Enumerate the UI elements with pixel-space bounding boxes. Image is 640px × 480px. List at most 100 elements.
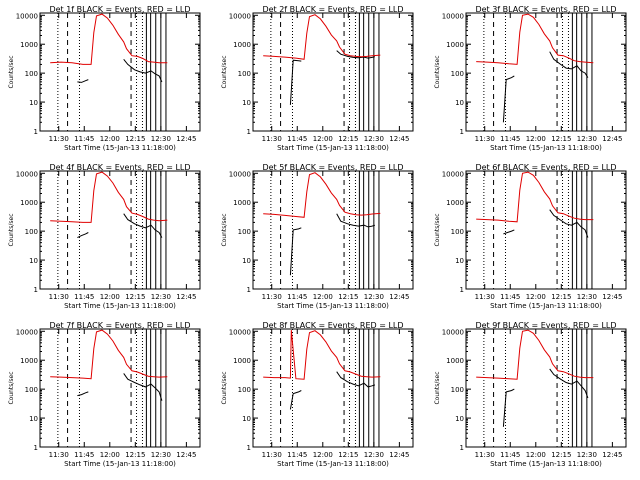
y-tick-label: 100 bbox=[451, 386, 464, 394]
x-tick-label: 12:00 bbox=[526, 293, 546, 301]
x-axis-label: Start Time (15-Jan-13 11:18:00) bbox=[277, 460, 389, 468]
panel-9: Det 9f BLACK = Events, RED = LLD 1 10 100 10… bbox=[434, 321, 627, 468]
x-tick-label: 11:30 bbox=[262, 135, 282, 143]
y-axis-label: Counts/sec bbox=[8, 213, 15, 246]
x-axis-label: Start Time (15-Jan-13 11:18:00) bbox=[64, 460, 176, 468]
x-tick-label: 11:45 bbox=[287, 451, 307, 459]
events-series-line bbox=[289, 227, 302, 276]
x-tick-label: 12:15 bbox=[551, 451, 571, 459]
y-tick-label: 10000 bbox=[229, 12, 251, 20]
y-tick-label: 100 bbox=[238, 228, 251, 236]
events-series-line bbox=[549, 209, 589, 238]
x-tick-label: 12:45 bbox=[176, 293, 196, 301]
y-tick-label: 10000 bbox=[16, 170, 38, 178]
events-series-line bbox=[549, 51, 589, 78]
x-tick-label: 11:30 bbox=[262, 451, 282, 459]
events-series-line bbox=[502, 388, 515, 427]
y-axis-label: Counts/sec bbox=[221, 213, 228, 246]
lld-series-line bbox=[263, 330, 381, 380]
y-tick-label: 1000 bbox=[233, 357, 251, 365]
y-axis-label: Counts/sec bbox=[221, 371, 228, 404]
y-axis-label: Counts/sec bbox=[221, 55, 228, 88]
events-series-line bbox=[502, 75, 515, 123]
x-tick-label: 12:15 bbox=[338, 293, 358, 301]
y-tick-label: 10 bbox=[29, 257, 38, 265]
x-tick-label: 11:30 bbox=[475, 451, 495, 459]
x-tick-label: 11:45 bbox=[74, 293, 94, 301]
y-tick-label: 1 bbox=[460, 444, 464, 452]
panel-2: Det 2f BLACK = Events, RED = LLD 1 10 100 10… bbox=[221, 5, 414, 152]
panel-title: Det 7f BLACK = Events, RED = LLD bbox=[49, 321, 190, 330]
x-tick-label: 12:30 bbox=[364, 135, 384, 143]
x-tick-label: 11:30 bbox=[475, 293, 495, 301]
lld-series-line bbox=[476, 13, 594, 65]
x-axis-label: Start Time (15-Jan-13 11:18:00) bbox=[64, 302, 176, 310]
events-series-line bbox=[77, 232, 89, 239]
events-series-line bbox=[123, 58, 163, 83]
y-tick-label: 1 bbox=[247, 286, 251, 294]
x-tick-label: 12:30 bbox=[577, 451, 597, 459]
y-tick-label: 1000 bbox=[20, 199, 38, 207]
y-tick-label: 100 bbox=[25, 70, 38, 78]
y-tick-label: 10000 bbox=[442, 170, 464, 178]
y-axis-label: Counts/sec bbox=[434, 55, 441, 88]
events-series-line bbox=[289, 390, 302, 410]
y-tick-label: 1 bbox=[34, 286, 38, 294]
y-tick-label: 10 bbox=[455, 257, 464, 265]
x-tick-label: 12:00 bbox=[526, 135, 546, 143]
x-tick-label: 11:45 bbox=[287, 135, 307, 143]
panel-title: Det 3f BLACK = Events, RED = LLD bbox=[475, 5, 616, 14]
x-tick-label: 12:00 bbox=[313, 293, 333, 301]
y-tick-label: 1000 bbox=[233, 199, 251, 207]
y-tick-label: 10000 bbox=[442, 12, 464, 20]
y-tick-label: 1 bbox=[34, 444, 38, 452]
y-tick-label: 100 bbox=[451, 70, 464, 78]
y-axis-label: Counts/sec bbox=[8, 371, 15, 404]
x-tick-label: 12:30 bbox=[151, 451, 171, 459]
y-tick-label: 10000 bbox=[16, 328, 38, 336]
x-tick-label: 12:30 bbox=[151, 293, 171, 301]
y-tick-label: 1000 bbox=[233, 41, 251, 49]
plot-frame bbox=[252, 12, 414, 132]
y-tick-label: 1 bbox=[34, 128, 38, 136]
x-tick-label: 12:00 bbox=[313, 451, 333, 459]
x-axis-label: Start Time (15-Jan-13 11:18:00) bbox=[277, 144, 389, 152]
panel-title: Det 9f BLACK = Events, RED = LLD bbox=[475, 321, 616, 330]
x-tick-label: 12:00 bbox=[100, 135, 120, 143]
x-tick-label: 12:00 bbox=[526, 451, 546, 459]
y-tick-label: 1 bbox=[247, 444, 251, 452]
lld-series-line bbox=[263, 14, 381, 60]
events-series-line bbox=[549, 368, 589, 399]
plot-frame bbox=[39, 328, 201, 448]
y-tick-label: 10 bbox=[29, 99, 38, 107]
panel-3: Det 3f BLACK = Events, RED = LLD 1 10 100 10… bbox=[434, 5, 627, 152]
y-tick-label: 10000 bbox=[229, 328, 251, 336]
panel-title: Det 6f BLACK = Events, RED = LLD bbox=[475, 163, 616, 172]
y-tick-label: 10000 bbox=[16, 12, 38, 20]
x-tick-label: 11:45 bbox=[287, 293, 307, 301]
plot-frame bbox=[39, 12, 201, 132]
x-tick-label: 11:45 bbox=[500, 293, 520, 301]
x-axis-label: Start Time (15-Jan-13 11:18:00) bbox=[277, 302, 389, 310]
events-series-line bbox=[77, 391, 89, 397]
x-tick-label: 12:15 bbox=[125, 293, 145, 301]
panel-6: Det 6f BLACK = Events, RED = LLD 1 10 100 10… bbox=[434, 163, 627, 310]
lld-series-line bbox=[50, 329, 168, 380]
events-series-line bbox=[77, 79, 89, 83]
x-tick-label: 11:45 bbox=[74, 135, 94, 143]
lld-series-line bbox=[476, 171, 594, 223]
y-tick-label: 10 bbox=[242, 99, 251, 107]
x-tick-label: 12:15 bbox=[338, 135, 358, 143]
y-tick-label: 1000 bbox=[20, 357, 38, 365]
x-tick-label: 11:30 bbox=[475, 135, 495, 143]
x-axis-label: Start Time (15-Jan-13 11:18:00) bbox=[490, 460, 602, 468]
x-tick-label: 11:30 bbox=[49, 293, 69, 301]
x-tick-label: 12:15 bbox=[125, 451, 145, 459]
x-tick-label: 12:45 bbox=[176, 135, 196, 143]
x-tick-label: 12:45 bbox=[389, 451, 409, 459]
plot-frame bbox=[252, 328, 414, 448]
x-tick-label: 12:30 bbox=[577, 293, 597, 301]
x-tick-label: 11:30 bbox=[49, 135, 69, 143]
panel-8: Det 8f BLACK = Events, RED = LLD 1 10 100 10… bbox=[221, 321, 414, 468]
